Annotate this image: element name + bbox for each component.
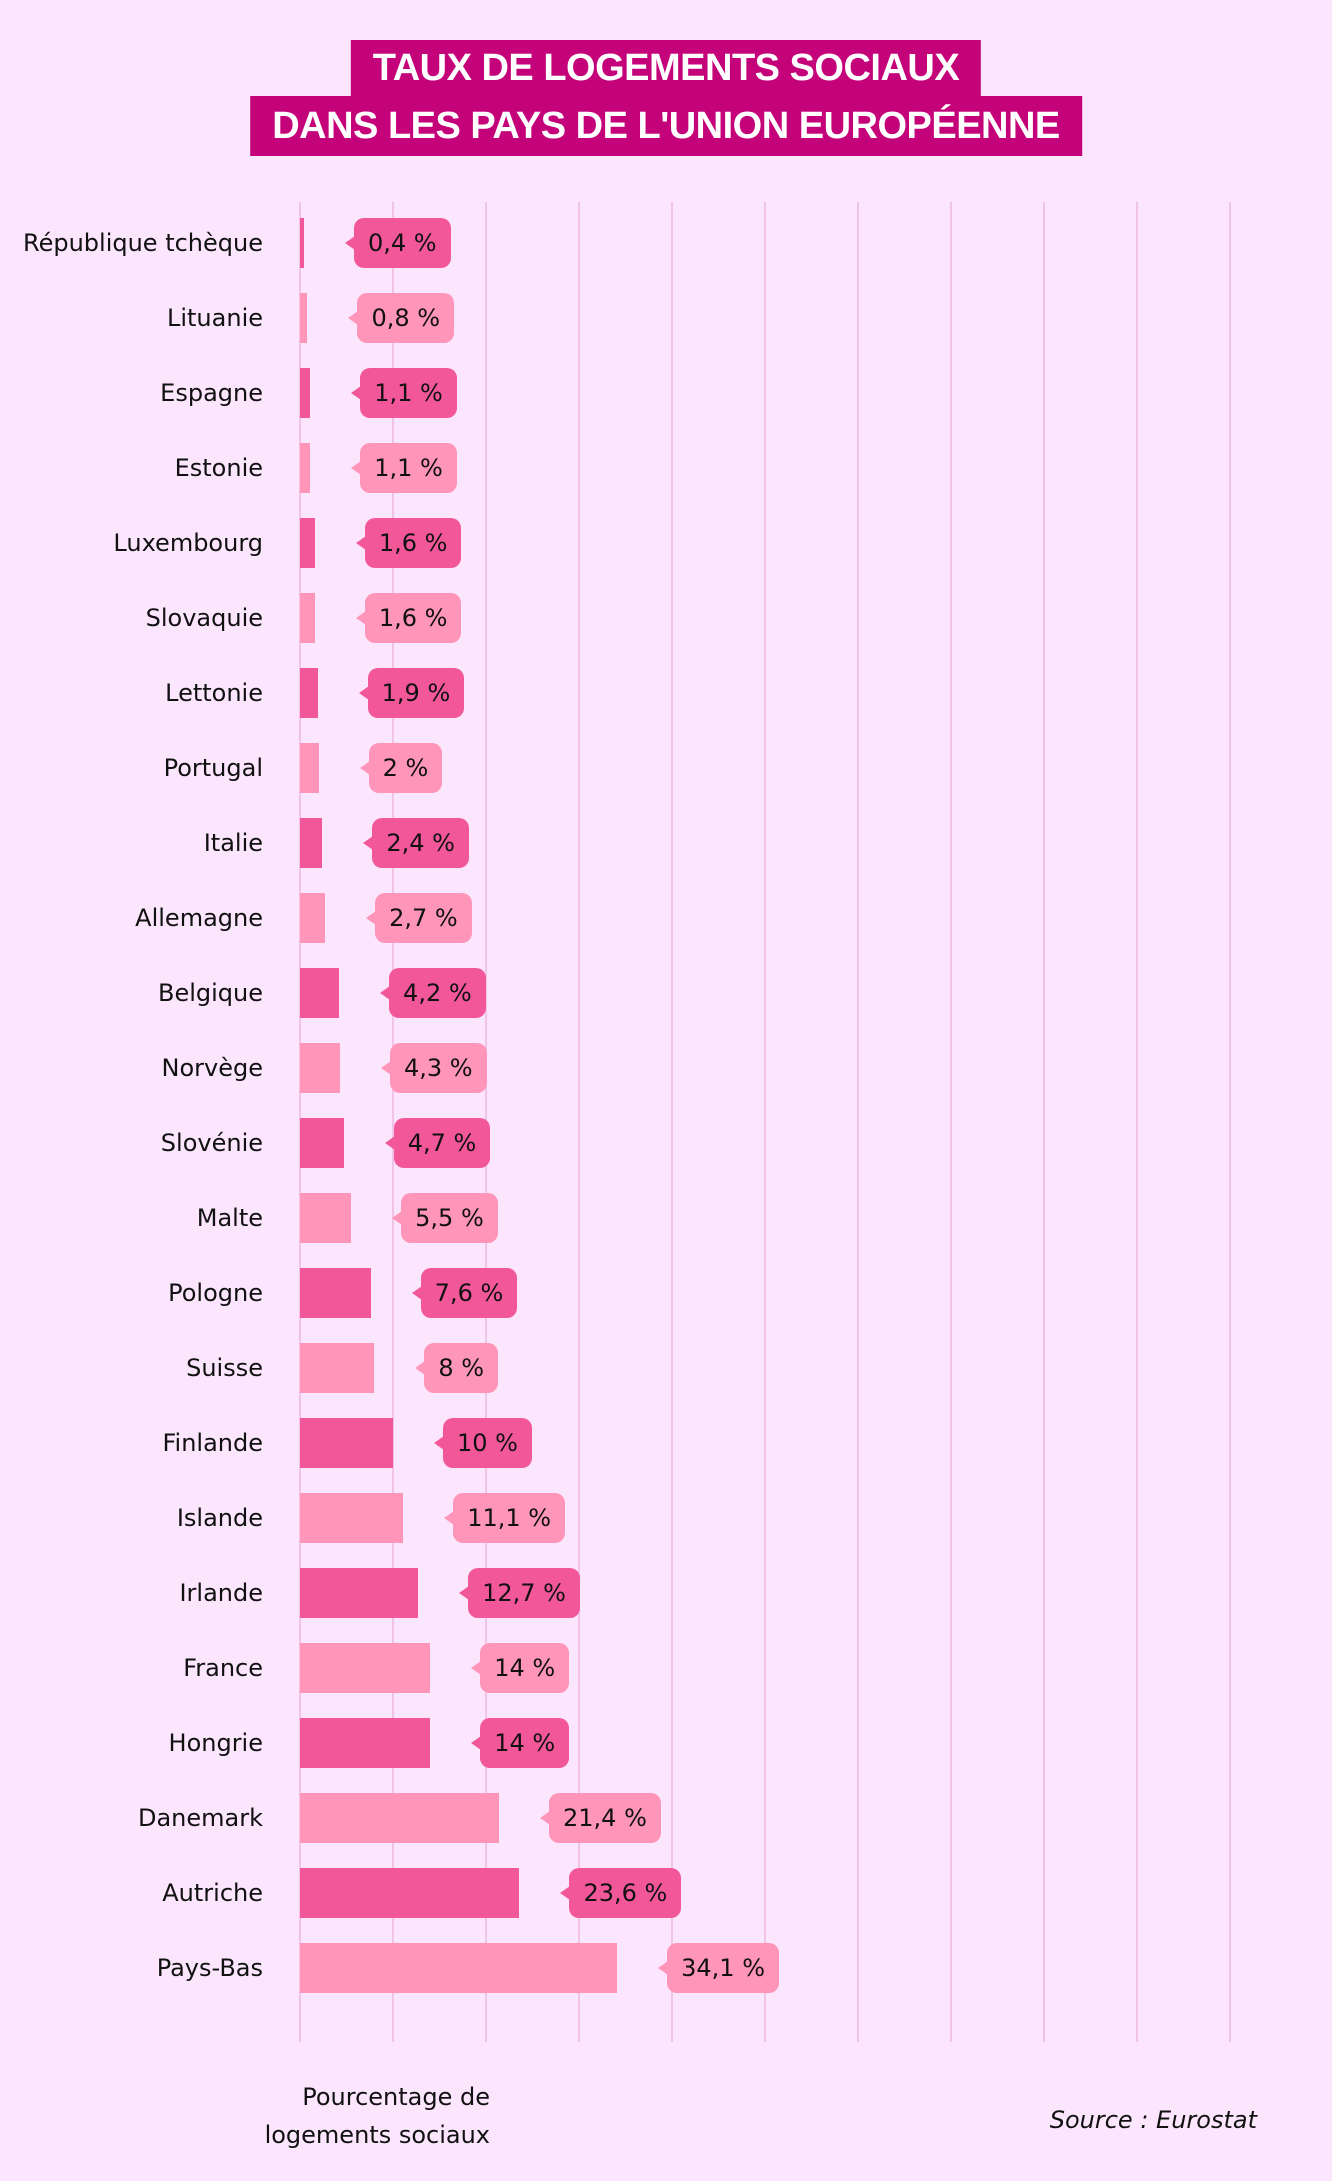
data-label: 7,6 % bbox=[411, 1268, 518, 1318]
gridline bbox=[857, 202, 859, 2042]
data-label: 1,1 % bbox=[351, 368, 457, 418]
bar bbox=[300, 1868, 520, 1918]
data-label: 2 % bbox=[359, 743, 443, 793]
bar bbox=[300, 1193, 352, 1243]
data-label: 1,6 % bbox=[355, 593, 462, 643]
gridline bbox=[764, 202, 766, 2042]
bar bbox=[300, 818, 323, 868]
bar bbox=[300, 1793, 500, 1843]
gridline bbox=[1229, 202, 1231, 2042]
data-label: 4,2 % bbox=[380, 968, 486, 1018]
category-label: Italie bbox=[203, 829, 263, 857]
category-label: Norvège bbox=[161, 1054, 263, 1082]
category-label: Slovaquie bbox=[145, 604, 263, 632]
data-label: 11,1 % bbox=[444, 1493, 566, 1543]
gridline bbox=[1136, 202, 1138, 2042]
bar bbox=[300, 893, 326, 943]
bar bbox=[300, 743, 319, 793]
gridline bbox=[950, 202, 952, 2042]
bar bbox=[300, 218, 304, 268]
bar bbox=[300, 293, 308, 343]
chart-title-line-2: DANS LES PAYS DE L'UNION EUROPÉENNE bbox=[250, 96, 1082, 156]
x-axis-label-line-1: Pourcentage de bbox=[302, 2083, 490, 2111]
bar bbox=[300, 1943, 618, 1993]
bar bbox=[300, 443, 311, 493]
bar bbox=[300, 1343, 375, 1393]
bar bbox=[300, 1268, 371, 1318]
category-label: Espagne bbox=[160, 379, 263, 407]
category-label: Lettonie bbox=[165, 679, 263, 707]
category-label: Danemark bbox=[137, 1804, 263, 1832]
bar bbox=[300, 1118, 344, 1168]
data-label: 4,7 % bbox=[384, 1118, 491, 1168]
category-label: Hongrie bbox=[168, 1729, 263, 1757]
bar bbox=[300, 1643, 431, 1693]
data-label: 0,4 % bbox=[345, 218, 451, 268]
category-label: Luxembourg bbox=[113, 529, 263, 557]
data-label: 2,7 % bbox=[366, 893, 472, 943]
data-label: 1,9 % bbox=[358, 668, 465, 718]
data-label: 34,1 % bbox=[658, 1943, 779, 1993]
bar bbox=[300, 968, 340, 1018]
category-label: Autriche bbox=[162, 1879, 263, 1907]
data-label: 12,7 % bbox=[459, 1568, 580, 1618]
bar bbox=[300, 668, 318, 718]
category-label: Malte bbox=[196, 1204, 263, 1232]
data-label: 8 % bbox=[415, 1343, 499, 1393]
data-label: 21,4 % bbox=[540, 1793, 661, 1843]
category-label: Portugal bbox=[163, 754, 263, 782]
gridline bbox=[671, 202, 673, 2042]
category-label: Estonie bbox=[174, 454, 263, 482]
category-label: France bbox=[183, 1654, 263, 1682]
category-label: Slovénie bbox=[160, 1129, 263, 1157]
gridline bbox=[578, 202, 580, 2042]
category-label: Lituanie bbox=[166, 304, 263, 332]
data-label: 1,1 % bbox=[351, 443, 457, 493]
gridline bbox=[392, 202, 394, 2042]
data-label: 14 % bbox=[471, 1643, 570, 1693]
data-label: 4,3 % bbox=[381, 1043, 487, 1093]
category-label: Allemagne bbox=[135, 904, 263, 932]
data-label: 23,6 % bbox=[560, 1868, 682, 1918]
data-label: 0,8 % bbox=[348, 293, 455, 343]
data-label: 14 % bbox=[471, 1718, 570, 1768]
x-axis-label-line-2: logements sociaux bbox=[264, 2121, 490, 2149]
bar bbox=[300, 368, 311, 418]
data-label: 5,5 % bbox=[392, 1193, 498, 1243]
bar bbox=[300, 518, 315, 568]
category-label: Suisse bbox=[186, 1354, 263, 1382]
chart-title-line-1: TAUX DE LOGEMENTS SOCIAUX bbox=[350, 40, 982, 96]
bar bbox=[300, 1418, 393, 1468]
bar bbox=[300, 593, 315, 643]
data-label: 1,6 % bbox=[355, 518, 462, 568]
data-label: 2,4 % bbox=[363, 818, 469, 868]
category-label: Islande bbox=[176, 1504, 263, 1532]
x-axis-label: Pourcentage de logements sociaux bbox=[265, 2078, 490, 2154]
bar bbox=[300, 1493, 404, 1543]
category-label: Pologne bbox=[168, 1279, 263, 1307]
category-label: Belgique bbox=[157, 979, 263, 1007]
category-label: Irlande bbox=[179, 1579, 263, 1607]
category-label: République tchèque bbox=[22, 229, 263, 257]
bar bbox=[300, 1568, 419, 1618]
category-label: Finlande bbox=[162, 1429, 263, 1457]
bar bbox=[300, 1043, 340, 1093]
data-label: 10 % bbox=[434, 1418, 532, 1468]
source-note: Source : Eurostat bbox=[1049, 2106, 1257, 2134]
bar bbox=[300, 1718, 431, 1768]
category-label: Pays-Bas bbox=[156, 1954, 263, 1982]
gridline bbox=[1043, 202, 1045, 2042]
